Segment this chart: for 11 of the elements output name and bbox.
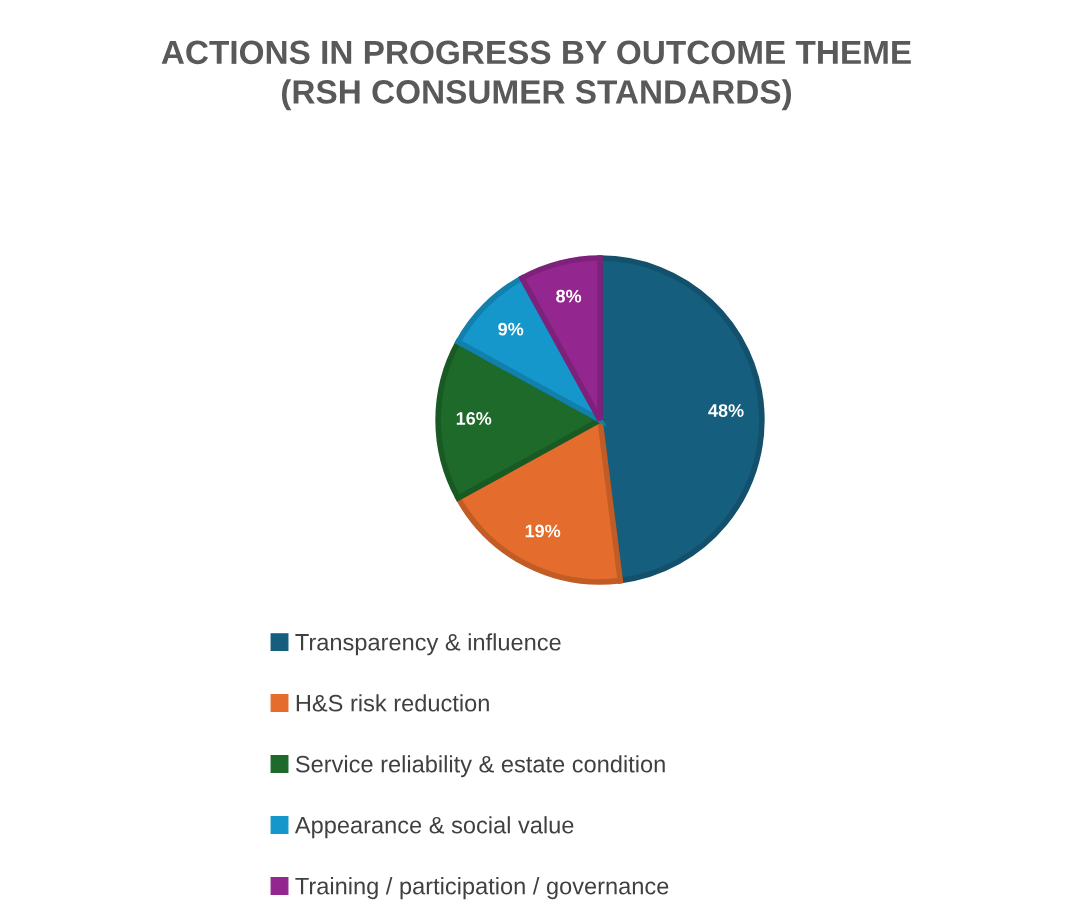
legend-label: H&S risk reduction bbox=[296, 694, 489, 712]
chart-title: ACTIONS IN PROGRESS BY OUTCOME THEME (RSH CONSUMER STANDARDS) bbox=[161, 40, 911, 111]
data-label: 8% bbox=[556, 289, 582, 303]
legend-label: Training / participation / governance bbox=[295, 877, 669, 900]
data-label: 16% bbox=[456, 412, 492, 425]
data-label: 48% bbox=[708, 404, 744, 417]
legend-label: Transparency & influence bbox=[295, 633, 561, 656]
data-label: 19% bbox=[525, 524, 561, 538]
legend-label: Appearance & social value bbox=[294, 816, 574, 839]
data-label: 9% bbox=[498, 322, 524, 336]
legend-label: Service reliability & estate condition bbox=[295, 755, 665, 778]
